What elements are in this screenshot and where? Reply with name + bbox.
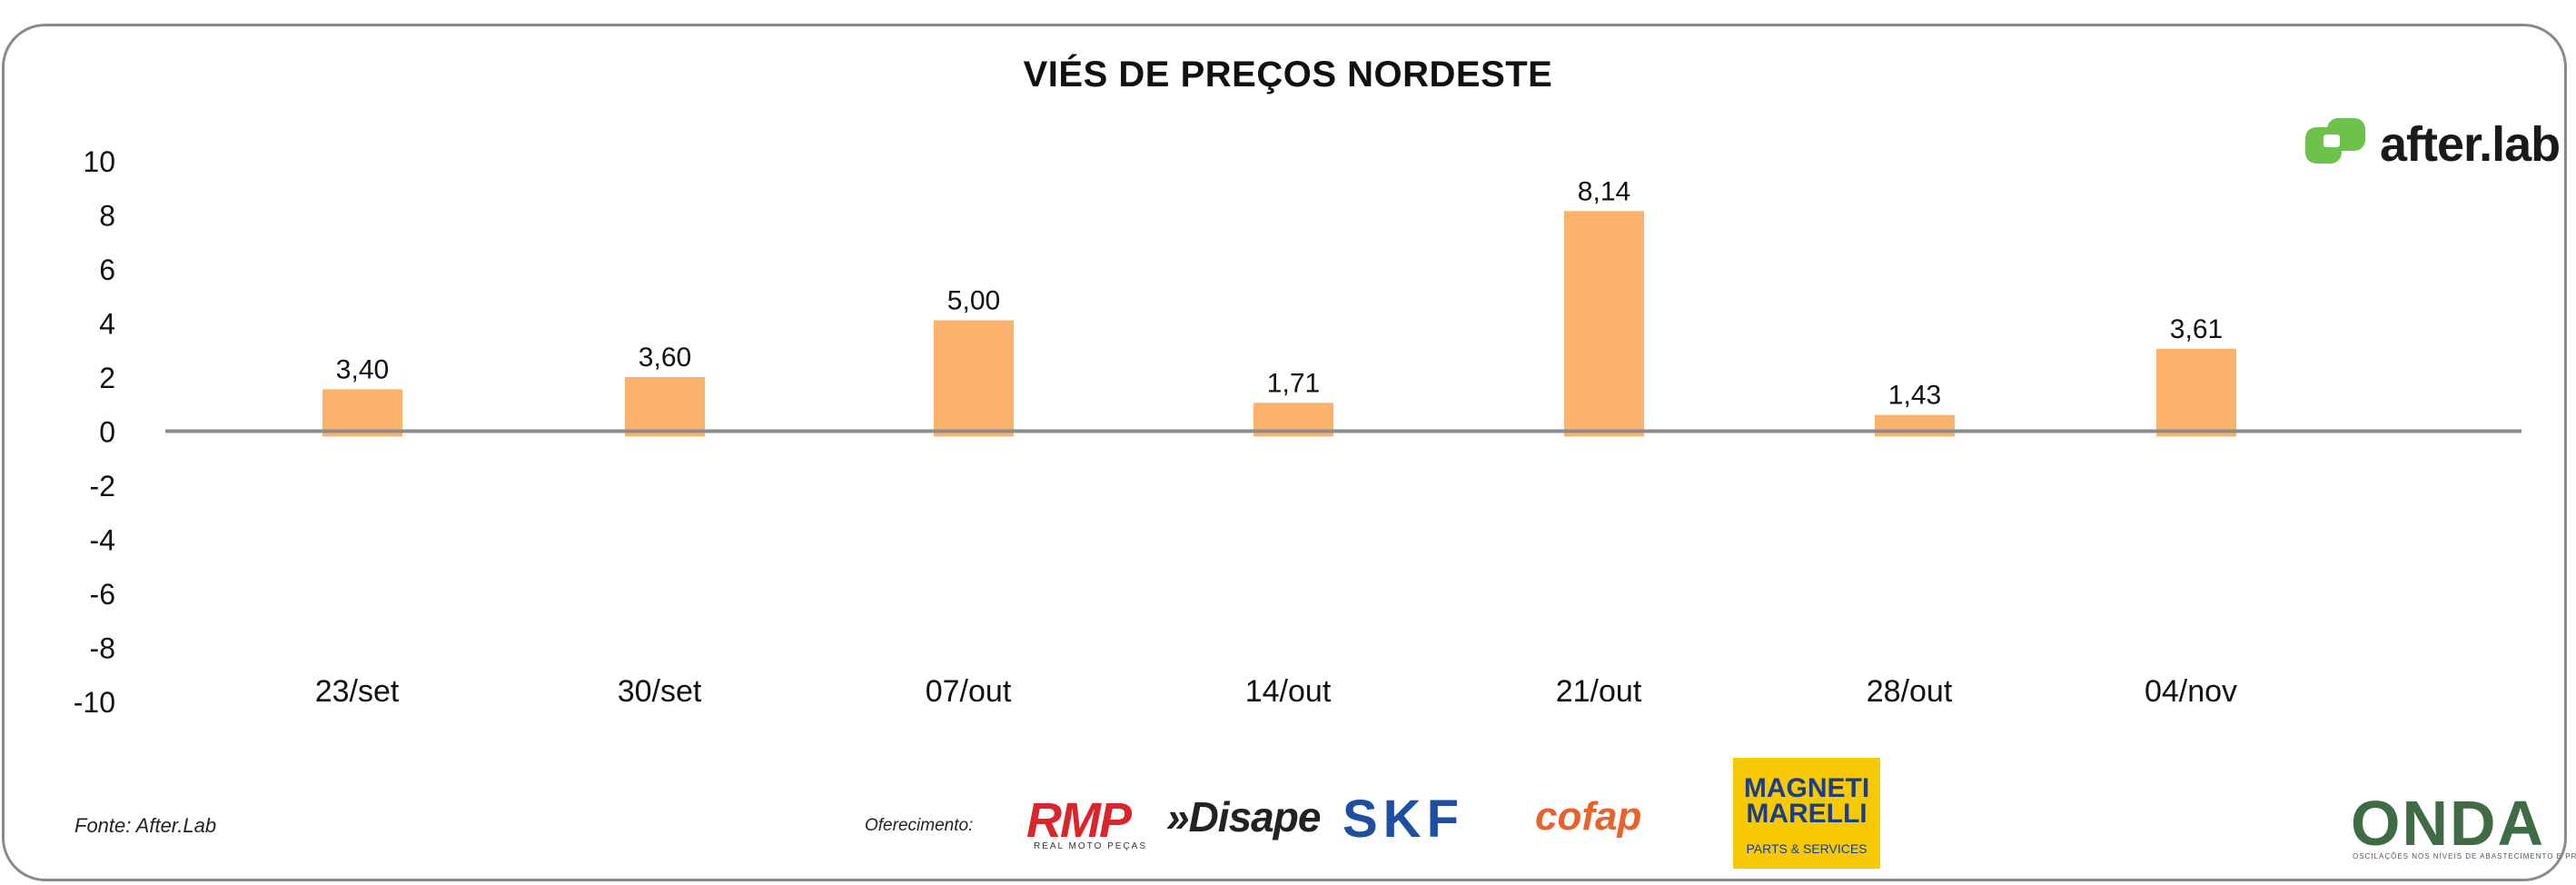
rmp-logo: RMP REAL MOTO PEÇAS xyxy=(1026,792,1145,851)
x-tick-label: 21/out xyxy=(1556,674,1642,709)
bar xyxy=(1875,414,1955,437)
x-tick-label: 23/set xyxy=(315,674,400,709)
magneti-marelli-subtitle: PARTS & SERVICES xyxy=(1746,841,1868,856)
bar xyxy=(934,320,1014,437)
bar xyxy=(2156,348,2236,437)
x-tick-label: 07/out xyxy=(926,674,1012,709)
marelli-word: MARELLI xyxy=(1746,799,1868,829)
cofap-logo: cofap xyxy=(1535,794,1642,839)
data-label: 8,14 xyxy=(1578,176,1630,206)
disape-logo: »Disape xyxy=(1166,793,1321,840)
y-tick-label: -6 xyxy=(90,578,115,611)
data-label: 3,61 xyxy=(2170,314,2223,344)
magneti-marelli-name: MAGNETI MARELLI xyxy=(1733,773,1880,829)
afterlab-logo-icon xyxy=(2305,118,2365,164)
afterlab-logo-text: after.lab xyxy=(2380,117,2561,172)
source-note: Fonte: After.Lab xyxy=(74,814,217,837)
x-tick-label: 28/out xyxy=(1867,674,1953,709)
rmp-logo-text: RMP xyxy=(1026,793,1132,848)
y-tick-label: 6 xyxy=(99,254,115,286)
afterlab-logo: after.lab xyxy=(2304,114,2561,172)
y-tick-label: 0 xyxy=(99,416,115,449)
data-label: 1,71 xyxy=(1267,368,1320,398)
x-tick-label: 30/set xyxy=(618,674,702,709)
y-tick-label: -10 xyxy=(74,686,115,719)
bar xyxy=(625,377,705,437)
data-label: 5,00 xyxy=(947,286,1000,316)
onda-logo-subtitle: OSCILAÇÕES NOS NÍVEIS DE ABASTECIMENTO E… xyxy=(2353,852,2576,860)
skf-logo: SKF xyxy=(1342,790,1464,849)
rmp-logo-subtitle: REAL MOTO PEÇAS xyxy=(1034,841,1148,851)
y-tick-label: -8 xyxy=(90,632,115,665)
magneti-marelli-logo: MAGNETI MARELLI PARTS & SERVICES xyxy=(1733,758,1880,869)
y-tick-label: 10 xyxy=(83,145,115,178)
data-label: 3,40 xyxy=(336,354,389,384)
x-tick-label: 04/nov xyxy=(2145,674,2237,709)
y-tick-label: 4 xyxy=(99,308,115,341)
bar xyxy=(1564,211,1644,437)
x-tick-label: 14/out xyxy=(1245,674,1332,709)
onda-logo: ONDA xyxy=(2351,788,2546,859)
data-label: 3,60 xyxy=(639,343,691,373)
y-tick-label: 8 xyxy=(99,200,115,233)
chart-frame xyxy=(2,24,2567,881)
magneti-word: MAGNETI xyxy=(1743,773,1870,803)
bar xyxy=(322,389,402,437)
y-tick-label: -4 xyxy=(90,524,115,557)
chart-title: VIÉS DE PREÇOS NORDESTE xyxy=(1023,55,1553,94)
y-tick-label: -2 xyxy=(90,470,115,502)
data-label: 1,43 xyxy=(1888,381,1941,411)
sponsor-label: Oferecimento: xyxy=(865,816,974,835)
y-tick-label: 2 xyxy=(99,362,115,394)
